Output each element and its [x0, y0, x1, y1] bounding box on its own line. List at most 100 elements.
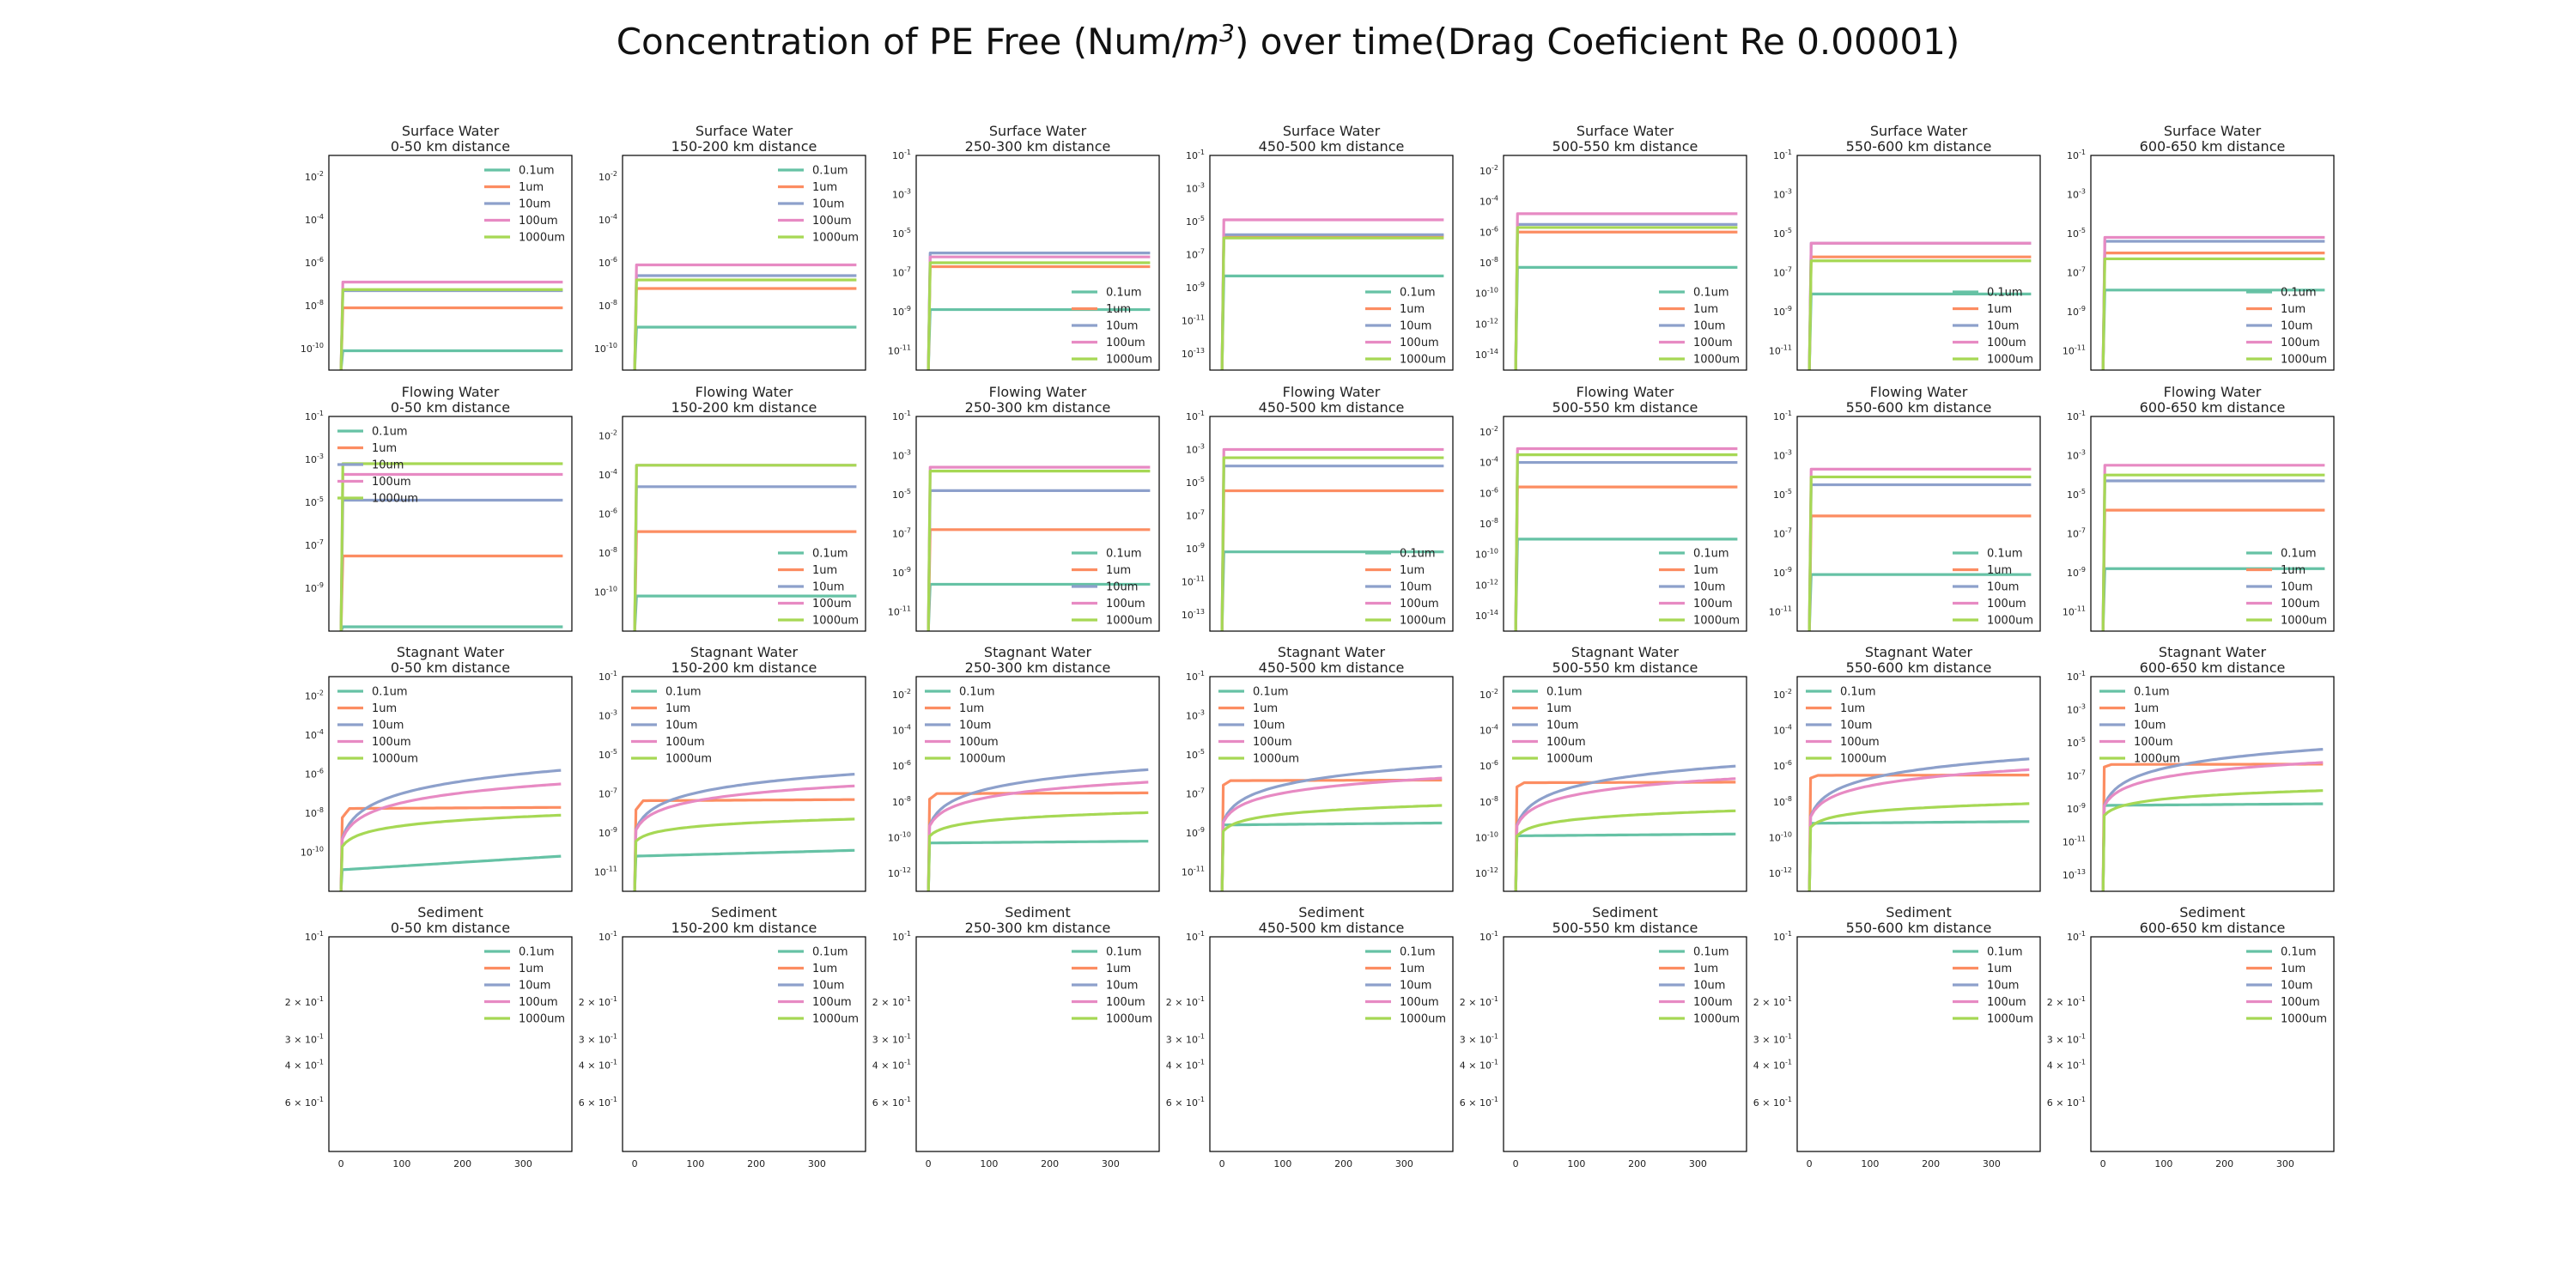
x-tick-label: 100: [980, 1158, 998, 1170]
y-tick-label: 10-14: [1475, 348, 1498, 361]
legend-label-1um: 1um: [812, 963, 837, 975]
y-tick-label: 10-1: [892, 410, 911, 422]
legend-label-1000um: 1000um: [372, 493, 418, 506]
legend: 0.1um 1um 10um 100um 1000um: [337, 686, 418, 766]
series-line-1000um: [1514, 453, 1738, 632]
legend-label-0-1um: 0.1um: [1106, 946, 1142, 959]
y-tick-label: 10-10: [594, 342, 617, 355]
subplot-title: Stagnant Water: [1278, 644, 1386, 660]
y-tick-label: 10-3: [2067, 448, 2086, 461]
y-tick-label: 2 × 10-1: [2047, 995, 2086, 1008]
legend: 0.1um 1um 10um 100um 1000um: [1072, 548, 1152, 628]
y-tick-label: 10-7: [2067, 526, 2086, 539]
legend-label-10um: 10um: [372, 459, 404, 472]
axes-frame: [1503, 155, 1747, 371]
x-tick-label: 200: [453, 1158, 471, 1170]
legend-label-0-1um: 0.1um: [1106, 287, 1142, 300]
legend: 0.1um 1um 10um 100um 1000um: [1512, 686, 1593, 766]
y-tick-label: 10-13: [2063, 868, 2086, 881]
legend-label-0-1um: 0.1um: [1987, 287, 2023, 300]
legend-label-1000um: 1000um: [1106, 354, 1152, 367]
legend: 0.1um 1um 10um 100um 1000um: [1365, 548, 1446, 628]
subplot-subtitle: 250-300 km distance: [965, 399, 1111, 416]
legend: 0.1um 1um 10um 100um 1000um: [925, 686, 1005, 766]
y-tick-label: 6 × 10-1: [872, 1096, 911, 1109]
y-tick-label: 10-11: [2063, 835, 2086, 848]
series-line-100um: [1514, 777, 1736, 892]
subplot-subtitle: 250-300 km distance: [965, 920, 1111, 936]
legend-label-1um: 1um: [1693, 564, 1718, 577]
subplot-title: Stagnant Water: [1865, 644, 1973, 660]
y-tick-label: 4 × 10-1: [579, 1059, 617, 1072]
x-tick-label: 0: [1513, 1158, 1519, 1170]
y-tick-label: 10-12: [1475, 866, 1498, 879]
series-line-1000um: [1220, 236, 1444, 371]
legend-label-1000um: 1000um: [1253, 753, 1299, 766]
legend-label-0-1um: 0.1um: [2281, 287, 2317, 300]
y-tick-label: 2 × 10-1: [1753, 995, 1792, 1008]
y-tick-label: 10-12: [888, 866, 911, 879]
legend-label-0-1um: 0.1um: [1693, 287, 1729, 300]
legend-label-1um: 1um: [2281, 963, 2306, 975]
legend-label-100um: 100um: [1400, 996, 1439, 1009]
x-tick-label: 300: [514, 1158, 532, 1170]
x-tick-label: 300: [2276, 1158, 2294, 1170]
legend-label-100um: 100um: [1987, 337, 2026, 349]
y-tick-label: 10-7: [892, 526, 911, 539]
legend-label-0-1um: 0.1um: [812, 548, 848, 561]
legend: 0.1um 1um 10um 100um 1000um: [1953, 548, 2033, 628]
axes-frame: [1209, 155, 1454, 371]
series-line-1000um: [633, 278, 857, 371]
legend-label-0-1um: 0.1um: [1987, 548, 2023, 561]
legend-label-1um: 1um: [1400, 303, 1425, 316]
legend-label-100um: 100um: [1693, 337, 1733, 349]
subplot-title: Surface Water: [1577, 123, 1674, 139]
y-tick-label: 10-13: [1182, 608, 1205, 621]
axes-frame: [1796, 936, 2041, 1152]
axes-frame: [915, 936, 1160, 1152]
legend-label-10um: 10um: [812, 980, 844, 993]
series-line-0-1um: [339, 625, 563, 632]
series-line-1000um: [1807, 259, 2032, 371]
axes-frame: [1209, 936, 1454, 1152]
legend-label-100um: 100um: [372, 476, 411, 489]
y-tick-label: 10-10: [888, 831, 911, 844]
y-tick-label: 10-2: [305, 690, 324, 702]
y-tick-label: 10-5: [1186, 215, 1205, 228]
y-tick-label: 10-3: [598, 708, 617, 721]
y-tick-label: 10-5: [892, 227, 911, 240]
axes-frame: [2090, 416, 2335, 632]
y-tick-label: 10-5: [1773, 488, 1792, 501]
subplot-title: Stagnant Water: [397, 644, 505, 660]
y-tick-label: 10-9: [1186, 281, 1205, 294]
legend-label-0-1um: 0.1um: [519, 165, 555, 178]
legend: 0.1um 1um 10um 100um 1000um: [1806, 686, 1886, 766]
y-tick-label: 10-11: [1182, 574, 1205, 587]
legend-label-1000um: 1000um: [1400, 354, 1446, 367]
axes-frame: [2090, 155, 2335, 371]
legend-label-10um: 10um: [1987, 980, 2019, 993]
y-tick-label: 10-1: [1773, 410, 1792, 422]
legend: 0.1um 1um 10um 100um 1000um: [2246, 548, 2327, 628]
axes-frame: [915, 676, 1160, 892]
y-tick-label: 10-11: [1182, 313, 1205, 326]
legend: 0.1um 1um 10um 100um 1000um: [484, 165, 565, 245]
figure-title: Concentration of PE Free (Num/m3) over t…: [616, 19, 1960, 63]
subplot-title: Stagnant Water: [1571, 644, 1680, 660]
legend-label-10um: 10um: [665, 720, 697, 732]
series-line-1000um: [633, 464, 857, 632]
legend-label-1um: 1um: [1987, 303, 2012, 316]
subplot-title: Stagnant Water: [2159, 644, 2267, 660]
x-tick-label: 200: [1628, 1158, 1646, 1170]
legend-label-10um: 10um: [1693, 320, 1725, 333]
y-tick-label: 10-1: [1773, 149, 1792, 161]
y-tick-label: 10-1: [598, 670, 617, 683]
legend-label-1um: 1um: [1400, 963, 1425, 975]
y-tick-label: 10-1: [598, 930, 617, 943]
